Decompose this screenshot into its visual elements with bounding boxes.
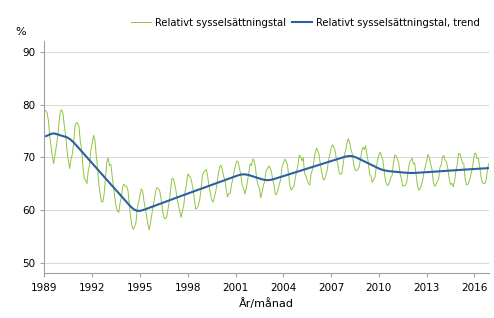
Relativt sysselsättningstal — [47, 134, 53, 138]
Relativt sysselsättningstal — [293, 169, 299, 173]
Relativt sysselsättningstal, trend — [293, 170, 299, 174]
Relativt sysselsättningstal, trend — [51, 132, 57, 135]
Relativt sysselsättningstal, trend — [408, 171, 413, 175]
X-axis label: År/månad: År/månad — [239, 298, 294, 309]
Relativt sysselsättningstal — [177, 210, 183, 213]
Relativt sysselsättningstal — [486, 161, 492, 165]
Legend: Relativt sysselsättningstal, Relativt sysselsättningstal, trend: Relativt sysselsättningstal, Relativt sy… — [127, 14, 484, 32]
Relativt sysselsättningstal, trend — [177, 195, 183, 198]
Relativt sysselsättningstal — [59, 108, 65, 112]
Relativt sysselsättningstal, trend — [486, 166, 492, 170]
Text: %: % — [15, 27, 26, 37]
Line: Relativt sysselsättningstal: Relativt sysselsättningstal — [44, 110, 489, 230]
Relativt sysselsättningstal — [413, 172, 419, 176]
Relativt sysselsättningstal — [146, 228, 152, 232]
Line: Relativt sysselsättningstal, trend: Relativt sysselsättningstal, trend — [44, 134, 489, 211]
Relativt sysselsättningstal, trend — [136, 209, 142, 213]
Relativt sysselsättningstal — [408, 159, 413, 162]
Relativt sysselsättningstal, trend — [413, 171, 419, 175]
Relativt sysselsättningstal, trend — [142, 207, 148, 211]
Relativt sysselsättningstal, trend — [41, 135, 47, 138]
Relativt sysselsättningstal — [41, 108, 47, 112]
Relativt sysselsättningstal — [141, 199, 147, 203]
Relativt sysselsättningstal, trend — [47, 133, 53, 136]
